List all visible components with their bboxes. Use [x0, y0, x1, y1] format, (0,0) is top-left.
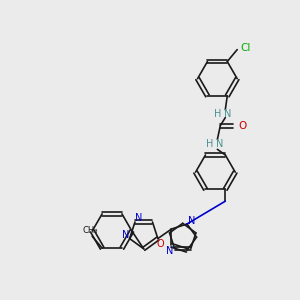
- Text: N: N: [135, 213, 142, 223]
- Text: N: N: [216, 140, 223, 149]
- Text: Cl: Cl: [240, 43, 250, 52]
- Text: N: N: [166, 246, 173, 256]
- Text: N: N: [224, 109, 231, 119]
- Text: N: N: [122, 230, 129, 240]
- Text: O: O: [238, 121, 246, 130]
- Text: N: N: [188, 216, 196, 226]
- Text: CH₃: CH₃: [82, 226, 98, 235]
- Text: O: O: [156, 238, 164, 248]
- Text: H: H: [206, 140, 213, 149]
- Text: H: H: [214, 109, 221, 119]
